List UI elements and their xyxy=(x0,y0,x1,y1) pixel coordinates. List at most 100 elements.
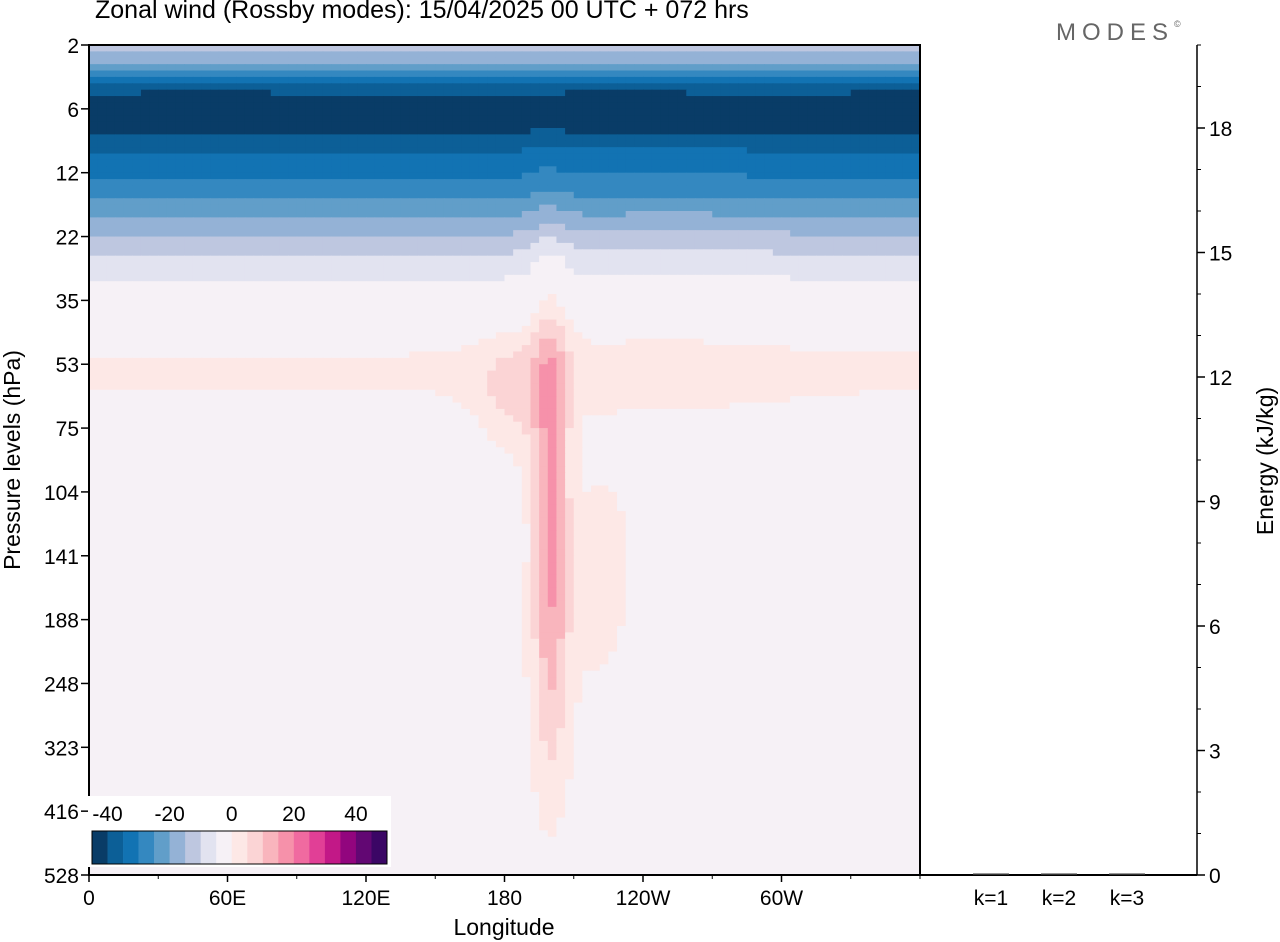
field-cell xyxy=(495,274,506,282)
field-cell xyxy=(374,325,384,333)
field-cell xyxy=(850,115,861,123)
field-cell xyxy=(89,338,99,346)
field-cell xyxy=(270,345,281,353)
field-cell xyxy=(833,223,843,231)
field-cell xyxy=(426,313,436,321)
field-cell xyxy=(288,204,298,212)
field-cell xyxy=(547,166,558,174)
field-cell xyxy=(729,115,739,123)
field-cell xyxy=(911,287,920,295)
field-cell xyxy=(755,274,765,282)
field-cell xyxy=(340,242,350,250)
field-cell xyxy=(911,223,920,231)
field-cell xyxy=(244,172,255,180)
field-cell xyxy=(573,108,584,116)
field-cell xyxy=(504,191,514,199)
field-cell xyxy=(123,313,133,321)
field-cell xyxy=(868,262,878,270)
field-cell xyxy=(625,134,635,142)
field-cell xyxy=(668,313,679,321)
field-cell xyxy=(790,140,800,148)
field-cell xyxy=(461,128,471,135)
field-cell xyxy=(114,268,125,276)
field-cell xyxy=(262,217,272,225)
field-cell xyxy=(868,185,878,193)
field-cell xyxy=(504,96,514,104)
field-cell xyxy=(175,306,185,314)
field-cell xyxy=(270,89,281,97)
field-cell xyxy=(530,319,540,327)
field-cell xyxy=(556,364,566,372)
field-cell xyxy=(443,338,454,346)
field-cell xyxy=(850,230,861,238)
field-cell xyxy=(842,255,852,263)
field-cell xyxy=(487,268,497,276)
field-cell xyxy=(270,153,281,161)
field-cell xyxy=(391,345,402,353)
field-cell xyxy=(868,268,878,276)
field-cell xyxy=(426,236,436,244)
field-cell xyxy=(842,185,852,193)
field-cell xyxy=(270,268,281,276)
field-cell xyxy=(262,306,272,314)
field-cell xyxy=(435,83,445,91)
field-cell xyxy=(166,89,177,97)
field-cell xyxy=(192,191,203,199)
field-cell xyxy=(322,249,332,257)
field-cell xyxy=(833,153,843,161)
field-cell xyxy=(340,274,350,282)
field-cell xyxy=(166,204,177,212)
field-cell xyxy=(348,319,358,327)
field-cell xyxy=(166,370,177,378)
field-cell xyxy=(521,287,532,295)
field-cell xyxy=(686,51,696,59)
field-cell xyxy=(651,357,661,365)
field-cell xyxy=(868,294,878,301)
field-cell xyxy=(651,287,661,295)
field-cell xyxy=(391,185,402,193)
field-cell xyxy=(842,96,852,104)
field-cell xyxy=(833,51,843,59)
field-cell xyxy=(97,377,107,384)
field-cell xyxy=(712,262,722,270)
field-cell xyxy=(314,76,324,84)
field-cell xyxy=(547,76,558,84)
field-cell xyxy=(383,45,393,52)
field-cell xyxy=(331,57,341,65)
field-cell xyxy=(106,268,116,276)
field-cell xyxy=(842,236,852,244)
field-cell xyxy=(539,140,549,148)
field-cell xyxy=(816,262,826,270)
field-cell xyxy=(452,102,462,110)
field-cell xyxy=(270,300,281,308)
field-cell xyxy=(755,204,765,212)
field-cell xyxy=(573,287,584,295)
field-cell xyxy=(591,313,601,321)
field-cell xyxy=(868,140,878,148)
field-cell xyxy=(842,281,852,289)
field-cell xyxy=(417,294,428,301)
field-cell xyxy=(89,325,99,333)
field-cell xyxy=(288,198,298,206)
field-cell xyxy=(608,179,618,187)
field-cell xyxy=(288,230,298,238)
field-cell xyxy=(868,313,878,321)
field-cell xyxy=(521,172,532,180)
field-cell xyxy=(469,172,480,180)
field-cell xyxy=(461,236,471,244)
field-cell xyxy=(885,300,895,308)
field-cell xyxy=(599,242,609,250)
field-cell xyxy=(400,357,410,365)
field-cell xyxy=(738,153,748,161)
field-cell xyxy=(132,370,142,378)
field-cell xyxy=(556,242,566,250)
field-cell xyxy=(288,166,298,174)
field-cell xyxy=(859,108,869,116)
field-cell xyxy=(218,364,229,372)
field-cell xyxy=(868,172,878,180)
field-cell xyxy=(97,370,107,378)
field-cell xyxy=(227,179,237,187)
field-cell xyxy=(530,159,540,167)
field-cell xyxy=(790,159,800,167)
field-cell xyxy=(573,51,584,59)
